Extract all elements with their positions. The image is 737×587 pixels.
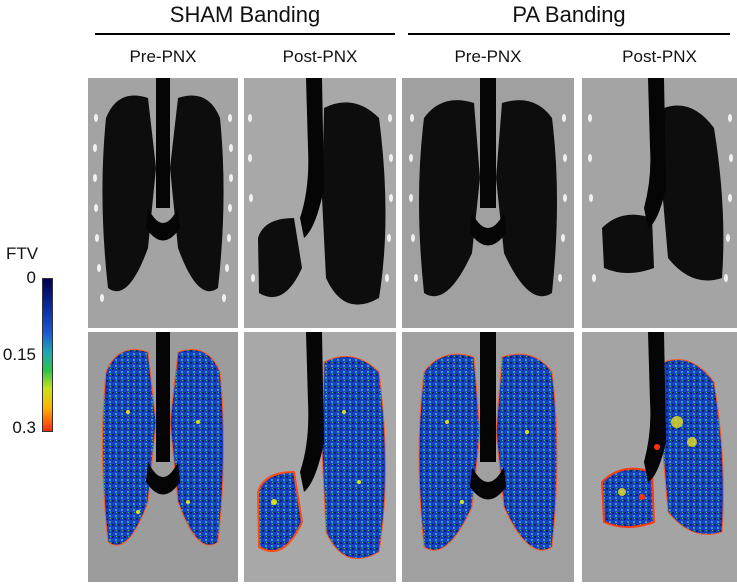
ftv-pa-post: [582, 332, 737, 582]
group-rule-pa: [408, 33, 730, 35]
ftv-pa-pre: [402, 332, 574, 582]
column-label-pa-pre: Pre-PNX: [454, 47, 522, 66]
colorbar-tick-0: 0: [26, 268, 36, 287]
group-rule-sham: [95, 33, 395, 35]
ftv-sham-pre: [88, 332, 238, 582]
column-label-sham-post: Post-PNX: [282, 47, 358, 66]
ct-sham-pre: [88, 78, 238, 328]
ftv-sham-post: [244, 332, 396, 582]
column-label-sham-pre: Pre-PNX: [129, 47, 197, 66]
colorbar-tick-03: 0.3: [12, 418, 36, 437]
ct-pa-pre: [402, 78, 574, 328]
colorbar: [42, 278, 53, 432]
ct-sham-post: [244, 78, 396, 328]
colorbar-title: FTV: [6, 244, 39, 263]
ct-pa-post: [582, 78, 737, 328]
group-title-pa: PA Banding: [512, 2, 626, 27]
colorbar-tick-015: 0.15: [2, 345, 36, 364]
column-label-pa-post: Post-PNX: [622, 47, 697, 66]
group-title-sham: SHAM Banding: [169, 2, 321, 27]
